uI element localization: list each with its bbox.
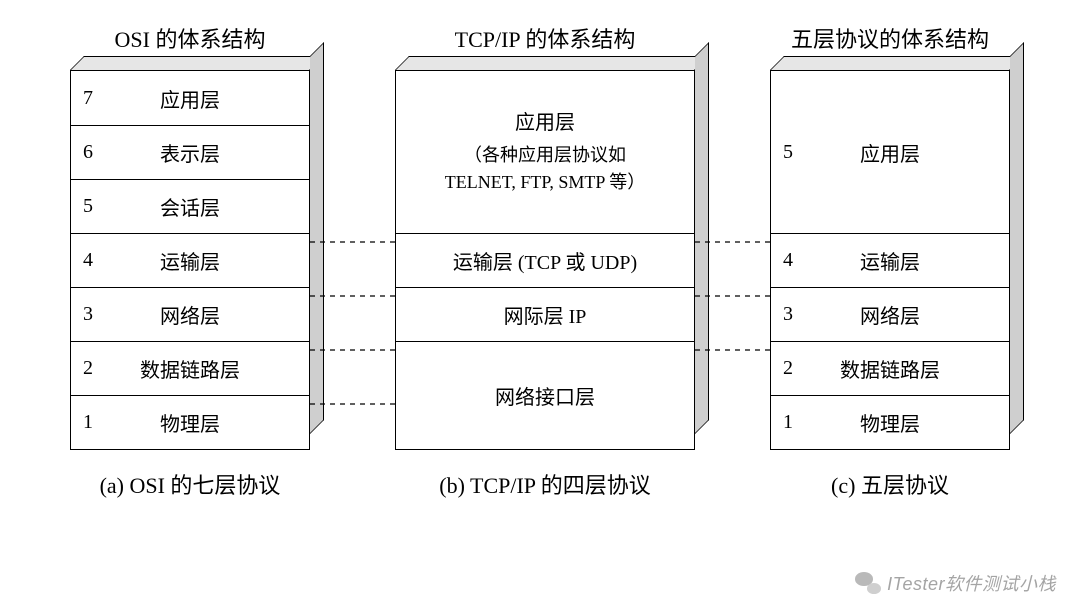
osi-label-7: 应用层 [111, 84, 297, 113]
osi-num-1: 1 [83, 411, 111, 434]
osi-num-7: 7 [83, 87, 111, 110]
five-layer-5: 5应用层 [771, 71, 1009, 233]
osi-caption: (a) OSI 的七层协议 [100, 468, 281, 500]
tcpip-layer-app: 应用层 （各种应用层协议如 TELNET, FTP, SMTP 等） [396, 71, 694, 233]
five-column: 五层协议的体系结构 5应用层 4运输层 3网络层 2数据链路层 1物理层 (c)… [770, 22, 1010, 500]
osi-block: 7应用层 6表示层 5会话层 4运输层 3网络层 2数据链路层 1物理层 [70, 70, 310, 450]
osi-layer-1: 1物理层 [71, 395, 309, 449]
five-layer-1: 1物理层 [771, 395, 1009, 449]
five-layer-4: 4运输层 [771, 233, 1009, 287]
five-layer-2: 2数据链路层 [771, 341, 1009, 395]
osi-label-1: 物理层 [111, 408, 297, 437]
wechat-icon [855, 572, 881, 594]
osi-layer-7: 7应用层 [71, 71, 309, 125]
tcpip-app-label: 应用层 [515, 109, 575, 138]
five-num-2: 2 [783, 357, 811, 380]
five-caption: (c) 五层协议 [831, 468, 949, 500]
watermark: ITester软件测试小栈 [855, 570, 1056, 596]
osi-layer-4: 4运输层 [71, 233, 309, 287]
five-right-face [1010, 42, 1024, 434]
osi-label-2: 数据链路层 [111, 354, 297, 383]
osi-layer-5: 5会话层 [71, 179, 309, 233]
osi-num-3: 3 [83, 303, 111, 326]
watermark-text: ITester软件测试小栈 [887, 570, 1056, 596]
five-top-face [770, 56, 1024, 70]
five-num-4: 4 [783, 249, 811, 272]
five-label-3: 网络层 [811, 300, 997, 329]
osi-right-face [310, 42, 324, 434]
osi-num-4: 4 [83, 249, 111, 272]
five-num-5: 5 [783, 141, 811, 164]
tcpip-layer-transport: 运输层 (TCP 或 UDP) [396, 233, 694, 287]
tcpip-network-label: 网络接口层 [495, 381, 595, 410]
osi-label-3: 网络层 [111, 300, 297, 329]
osi-layer-2: 2数据链路层 [71, 341, 309, 395]
five-title: 五层协议的体系结构 [791, 22, 989, 54]
osi-label-5: 会话层 [111, 192, 297, 221]
osi-title: OSI 的体系结构 [115, 22, 266, 54]
tcpip-block: 应用层 （各种应用层协议如 TELNET, FTP, SMTP 等） 运输层 (… [395, 70, 695, 450]
tcpip-column: TCP/IP 的体系结构 应用层 （各种应用层协议如 TELNET, FTP, … [395, 22, 695, 500]
five-stack: 5应用层 4运输层 3网络层 2数据链路层 1物理层 [770, 70, 1010, 450]
five-label-5: 应用层 [811, 138, 997, 167]
five-num-1: 1 [783, 411, 811, 434]
tcpip-app-sublabel: （各种应用层协议如 TELNET, FTP, SMTP 等） [445, 142, 646, 194]
tcpip-stack: 应用层 （各种应用层协议如 TELNET, FTP, SMTP 等） 运输层 (… [395, 70, 695, 450]
five-layer-3: 3网络层 [771, 287, 1009, 341]
osi-stack: 7应用层 6表示层 5会话层 4运输层 3网络层 2数据链路层 1物理层 [70, 70, 310, 450]
tcpip-caption: (b) TCP/IP 的四层协议 [439, 468, 650, 500]
osi-label-6: 表示层 [111, 138, 297, 167]
osi-num-5: 5 [83, 195, 111, 218]
osi-layer-6: 6表示层 [71, 125, 309, 179]
five-block: 5应用层 4运输层 3网络层 2数据链路层 1物理层 [770, 70, 1010, 450]
five-label-4: 运输层 [811, 246, 997, 275]
tcpip-internet-label: 网际层 IP [504, 300, 587, 329]
osi-label-4: 运输层 [111, 246, 297, 275]
tcpip-title: TCP/IP 的体系结构 [455, 22, 636, 54]
five-label-2: 数据链路层 [811, 354, 997, 383]
five-num-3: 3 [783, 303, 811, 326]
tcpip-right-face [695, 42, 709, 434]
five-label-1: 物理层 [811, 408, 997, 437]
tcpip-top-face [395, 56, 709, 70]
osi-top-face [70, 56, 324, 70]
osi-num-2: 2 [83, 357, 111, 380]
osi-layer-3: 3网络层 [71, 287, 309, 341]
tcpip-layer-internet: 网际层 IP [396, 287, 694, 341]
osi-num-6: 6 [83, 141, 111, 164]
tcpip-transport-label: 运输层 (TCP 或 UDP) [453, 246, 637, 275]
tcpip-layer-network: 网络接口层 [396, 341, 694, 449]
osi-column: OSI 的体系结构 7应用层 6表示层 5会话层 4运输层 3网络层 2数据链路… [70, 22, 310, 500]
